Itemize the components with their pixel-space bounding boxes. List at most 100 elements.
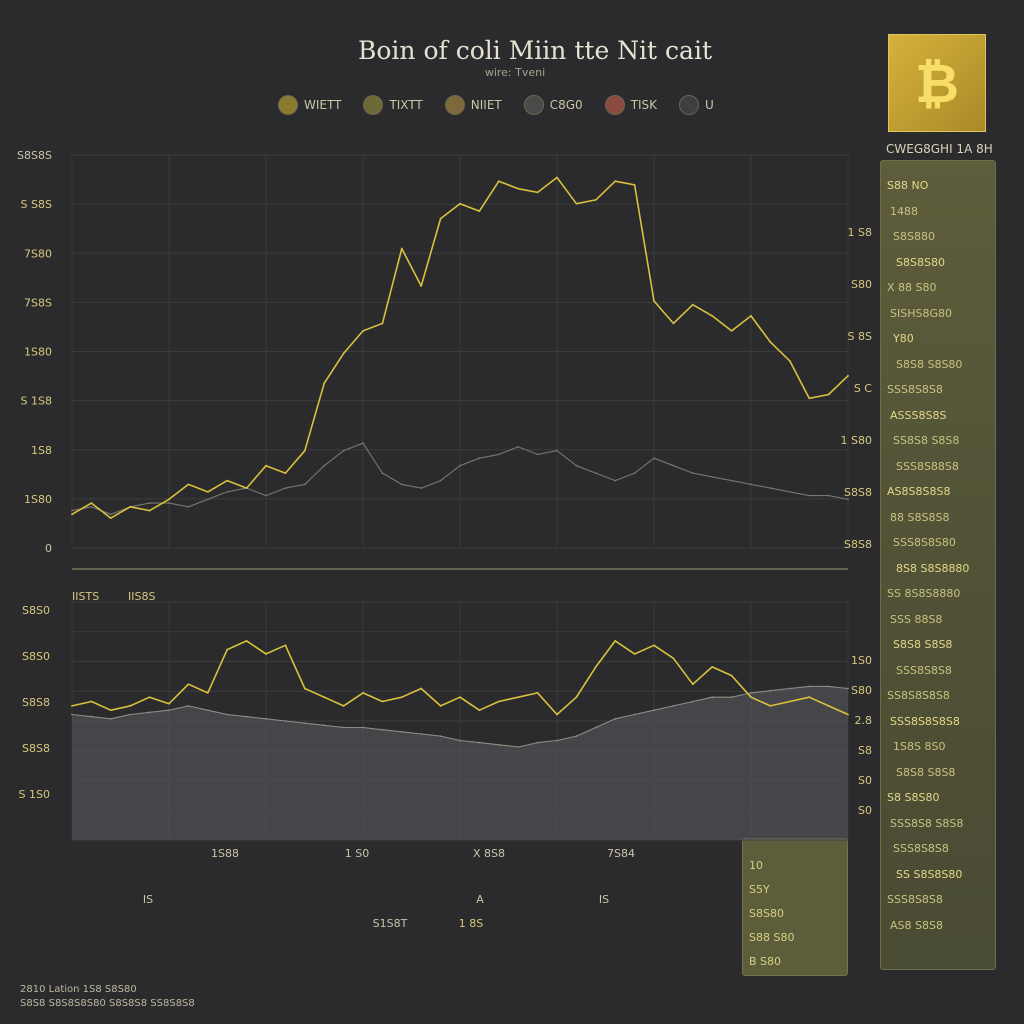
volume-data-point (303, 722, 306, 725)
price-data-point (633, 184, 636, 186)
price-data-point (148, 509, 151, 512)
legend-item[interactable]: NIIET (444, 95, 502, 115)
price-data-point (342, 352, 345, 355)
price-data-point (90, 505, 93, 508)
legend-item[interactable]: TISK (604, 95, 658, 115)
side-panel-row: 88 S8S8S8 (890, 510, 950, 524)
volume-data-point (168, 709, 170, 712)
volume-data-point (284, 644, 287, 647)
volume-data-point (730, 674, 733, 677)
volume-data-point (478, 741, 481, 744)
legend-item[interactable]: U (679, 95, 714, 115)
price-data-point (594, 199, 597, 201)
price-data-point (420, 487, 423, 490)
y-tick-label-left: S 1S0 (19, 788, 50, 801)
side-panel-row: X 88 S80 (887, 281, 937, 294)
legend-item[interactable]: WIETT (278, 95, 341, 115)
legend-label: TISK (630, 98, 658, 112)
volume-data-point (517, 696, 520, 699)
price-data-point (245, 487, 248, 490)
price-data-point (206, 498, 209, 501)
volume-data-point (653, 644, 655, 647)
y-tick-label-left: 0 (45, 542, 52, 555)
price-data-point (342, 449, 345, 452)
y-tick-label-right: S80 (851, 684, 872, 697)
volume-data-point (265, 717, 267, 720)
volume-data-point (827, 685, 830, 688)
volume-data-point (847, 687, 849, 690)
side-panel-row: S8S8S80 (896, 255, 945, 269)
price-data-point (750, 483, 752, 486)
volume-data-point (691, 683, 694, 686)
volume-data-point (808, 685, 811, 688)
y-tick-label-right: S C (854, 382, 872, 395)
volume-data-point (90, 700, 93, 703)
legend-label: TIXTT (389, 98, 423, 112)
y-tick-label-left: S8S8 (22, 742, 50, 755)
price-data-point (439, 217, 442, 220)
volume-data-point (556, 739, 558, 742)
legend-swatch (604, 95, 625, 115)
legend-label-secondary: IISTS (72, 590, 99, 603)
volume-data-point (808, 696, 811, 699)
price-data-point (265, 494, 267, 497)
volume-data-point (459, 739, 461, 742)
price-data-point (71, 513, 73, 516)
x-secondary-label: IS (143, 893, 153, 906)
volume-data-point (672, 704, 675, 707)
volume-data-point (400, 730, 403, 733)
price-data-point (730, 479, 733, 482)
volume-data-point (750, 691, 752, 694)
volume-data-point (575, 696, 578, 699)
x-bottom-label: S1S8T (373, 917, 408, 930)
legend-label: C8G0 (549, 98, 583, 112)
side-panel-row: Y80 (893, 332, 914, 345)
price-series-line (71, 176, 849, 519)
price-data-point (459, 464, 461, 467)
side-panel-row: S88 NO (887, 179, 929, 192)
mini-panel-row: B S80 (749, 955, 782, 968)
price-data-point (730, 330, 733, 332)
price-data-point (808, 397, 811, 400)
volume-data-point (187, 683, 190, 686)
side-panel-title: CWEG8GHI 1A 8H (886, 142, 993, 156)
legend-item[interactable]: TIXTT (363, 95, 423, 115)
volume-data-point (71, 704, 73, 707)
chart-subtitle: wire: Tveni (484, 66, 546, 79)
price-data-point (439, 479, 442, 482)
price-data-point (497, 180, 500, 183)
y-tick-label-right: S0 (858, 774, 872, 787)
legend-swatch (679, 95, 700, 115)
volume-data-point (653, 709, 655, 712)
price-data-point (517, 446, 520, 448)
price-data-point (400, 483, 403, 486)
price-data-point (556, 449, 558, 452)
price-data-point (129, 505, 132, 508)
side-panel-row: SSS8S8S8 (896, 663, 952, 677)
side-panel-row: AS8S8S8S8 (887, 485, 951, 498)
volume-data-point (400, 696, 403, 699)
price-data-point (575, 202, 578, 205)
side-panel-row: S8S880 (893, 230, 935, 243)
volume-data-point (420, 733, 423, 735)
y-tick-label-right: S 8S (848, 330, 872, 343)
side-panel-row: S8S8 S8S8 (896, 765, 956, 779)
volume-data-point (245, 715, 248, 718)
volume-series-line (71, 685, 849, 748)
volume-data-point (614, 640, 617, 642)
legend: WIETT TIXTT NIIET C8G0 TISK U (278, 94, 714, 116)
x-secondary-label: IS (599, 893, 609, 906)
mini-panel-row: S8S80 (749, 907, 784, 920)
volume-data-point (730, 696, 733, 699)
legend-swatch (523, 95, 544, 115)
bitcoin-symbol: ₿ (914, 51, 959, 115)
volume-data-point (206, 691, 209, 694)
price-data-point (847, 498, 849, 501)
price-data-point (303, 449, 306, 452)
volume-data-point (226, 713, 229, 716)
price-data-point (109, 513, 112, 516)
x-tick-label: 7S84 (607, 847, 635, 860)
side-panel-row: 8S8 S8S8880 (896, 561, 970, 575)
legend-item[interactable]: C8G0 (523, 95, 583, 115)
